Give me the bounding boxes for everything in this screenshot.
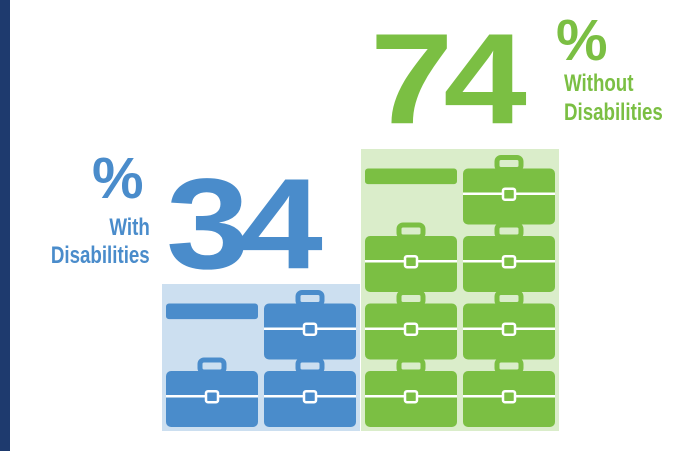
- briefcase-icon: [264, 357, 356, 427]
- briefcase-icon: [463, 357, 555, 427]
- briefcase-icon: [365, 222, 457, 292]
- without-disabilities-value: 74: [370, 6, 527, 151]
- with-disabilities-percent-sign: %: [92, 146, 144, 211]
- briefcase-icon: [463, 290, 555, 360]
- with-disabilities-value: 34: [166, 151, 323, 296]
- without-disabilities-percent-sign: %: [556, 8, 608, 73]
- partial-briefcase-lid: [166, 303, 258, 320]
- without-disabilities-label-line2: Disabilities: [564, 99, 663, 126]
- briefcase-icon: [365, 357, 457, 427]
- partial-briefcase-lid: [365, 168, 457, 185]
- with-disabilities-label-line2: Disabilities: [51, 242, 150, 269]
- briefcase-icon: [166, 357, 258, 427]
- without-disabilities-label-line1: Without: [564, 70, 634, 97]
- left-frame-bar: [0, 0, 10, 451]
- briefcase-icon: [463, 222, 555, 292]
- briefcase-icon: [463, 155, 555, 225]
- with-disabilities-label-line1: With: [109, 214, 150, 241]
- briefcase-icon: [264, 290, 356, 360]
- briefcase-icon: [365, 290, 457, 360]
